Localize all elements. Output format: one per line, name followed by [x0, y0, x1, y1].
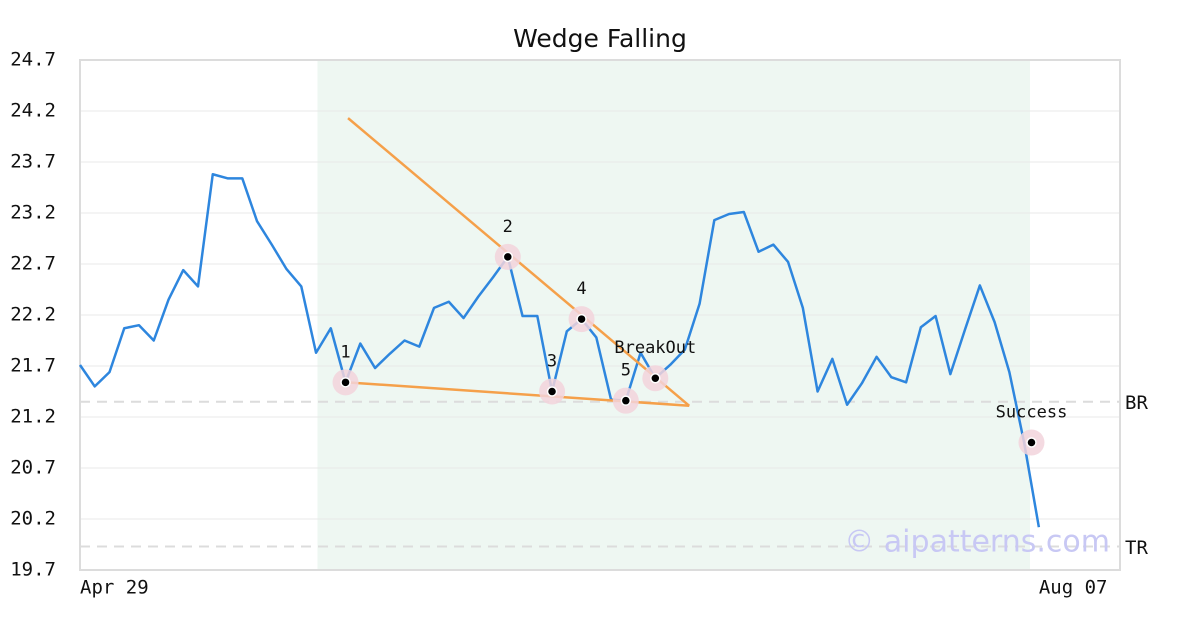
point-dot [650, 372, 661, 384]
point-label: 3 [547, 352, 557, 372]
level-label: BR [1125, 392, 1148, 414]
point-label: 4 [576, 279, 586, 299]
plot-frame [79, 59, 1121, 571]
point-label: 1 [340, 342, 350, 362]
y-tick-label: 24.7 [10, 49, 56, 71]
point-label: BreakOut [614, 338, 696, 358]
point-dot [620, 395, 632, 406]
y-tick-label: 19.7 [10, 559, 56, 581]
price-line [78, 172, 1041, 528]
y-tick-label: 24.2 [10, 100, 56, 122]
point-dot [340, 377, 351, 388]
level-label: TR [1125, 537, 1148, 559]
y-tick-label: 21.2 [10, 406, 56, 428]
y-tick-label: 20.2 [10, 508, 56, 530]
chart-title: Wedge Falling [513, 24, 687, 53]
x-tick-label: Aug 07 [1039, 577, 1108, 599]
point-dot [1026, 437, 1037, 448]
y-tick-label: 21.7 [10, 355, 56, 377]
point-label: 2 [503, 217, 513, 237]
point-dot [502, 251, 514, 263]
y-tick-label: 22.2 [10, 304, 56, 326]
point-label: 5 [621, 361, 631, 381]
watermark: © aipatterns.com [844, 525, 1110, 560]
y-tick-label: 23.2 [10, 202, 56, 224]
point-dot [546, 386, 558, 397]
y-tick-label: 22.7 [10, 253, 56, 275]
point-label: Success [996, 403, 1068, 423]
y-tick-label: 20.7 [10, 457, 56, 479]
point-dot [576, 313, 587, 325]
y-tick-label: 23.7 [10, 151, 56, 173]
x-tick-label: Apr 29 [80, 577, 149, 599]
